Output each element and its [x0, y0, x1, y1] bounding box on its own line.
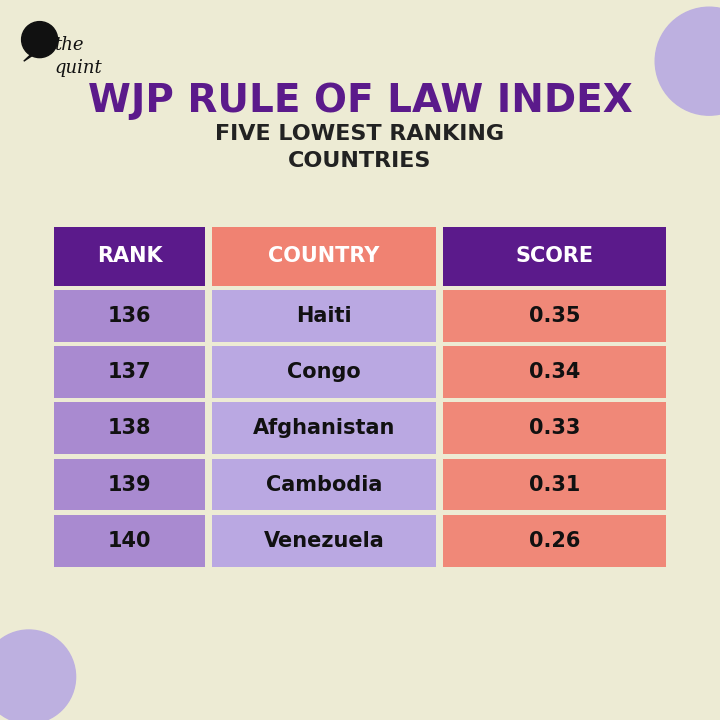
Polygon shape	[24, 50, 36, 61]
FancyBboxPatch shape	[212, 290, 436, 342]
Text: Cambodia: Cambodia	[266, 474, 382, 495]
Text: 0.33: 0.33	[528, 418, 580, 438]
Text: 136: 136	[108, 306, 151, 326]
FancyBboxPatch shape	[212, 227, 436, 286]
FancyBboxPatch shape	[443, 515, 666, 567]
FancyBboxPatch shape	[54, 459, 205, 510]
Text: Congo: Congo	[287, 362, 361, 382]
Text: 0.35: 0.35	[528, 306, 580, 326]
Text: 140: 140	[108, 531, 151, 551]
FancyBboxPatch shape	[54, 515, 205, 567]
Text: the: the	[54, 36, 84, 54]
Text: COUNTRY: COUNTRY	[269, 246, 379, 266]
FancyBboxPatch shape	[54, 227, 205, 286]
Text: 138: 138	[108, 418, 151, 438]
Text: Afghanistan: Afghanistan	[253, 418, 395, 438]
FancyBboxPatch shape	[443, 346, 666, 398]
FancyBboxPatch shape	[54, 346, 205, 398]
Text: WJP RULE OF LAW INDEX: WJP RULE OF LAW INDEX	[88, 82, 632, 120]
FancyBboxPatch shape	[54, 290, 205, 342]
Text: 0.31: 0.31	[528, 474, 580, 495]
Text: 0.34: 0.34	[528, 362, 580, 382]
FancyBboxPatch shape	[212, 346, 436, 398]
FancyBboxPatch shape	[443, 227, 666, 286]
Text: SCORE: SCORE	[516, 246, 593, 266]
Circle shape	[0, 630, 76, 720]
Circle shape	[22, 22, 58, 58]
Text: FIVE LOWEST RANKING
COUNTRIES: FIVE LOWEST RANKING COUNTRIES	[215, 125, 505, 171]
FancyBboxPatch shape	[443, 459, 666, 510]
FancyBboxPatch shape	[443, 290, 666, 342]
FancyBboxPatch shape	[443, 402, 666, 454]
FancyBboxPatch shape	[54, 402, 205, 454]
Text: 139: 139	[108, 474, 151, 495]
FancyBboxPatch shape	[212, 459, 436, 510]
Text: 137: 137	[108, 362, 151, 382]
Text: quint: quint	[54, 59, 102, 77]
FancyBboxPatch shape	[212, 515, 436, 567]
Circle shape	[655, 7, 720, 115]
Text: 0.26: 0.26	[528, 531, 580, 551]
Text: RANK: RANK	[96, 246, 163, 266]
Text: Haiti: Haiti	[296, 306, 352, 326]
Text: Venezuela: Venezuela	[264, 531, 384, 551]
FancyBboxPatch shape	[212, 402, 436, 454]
